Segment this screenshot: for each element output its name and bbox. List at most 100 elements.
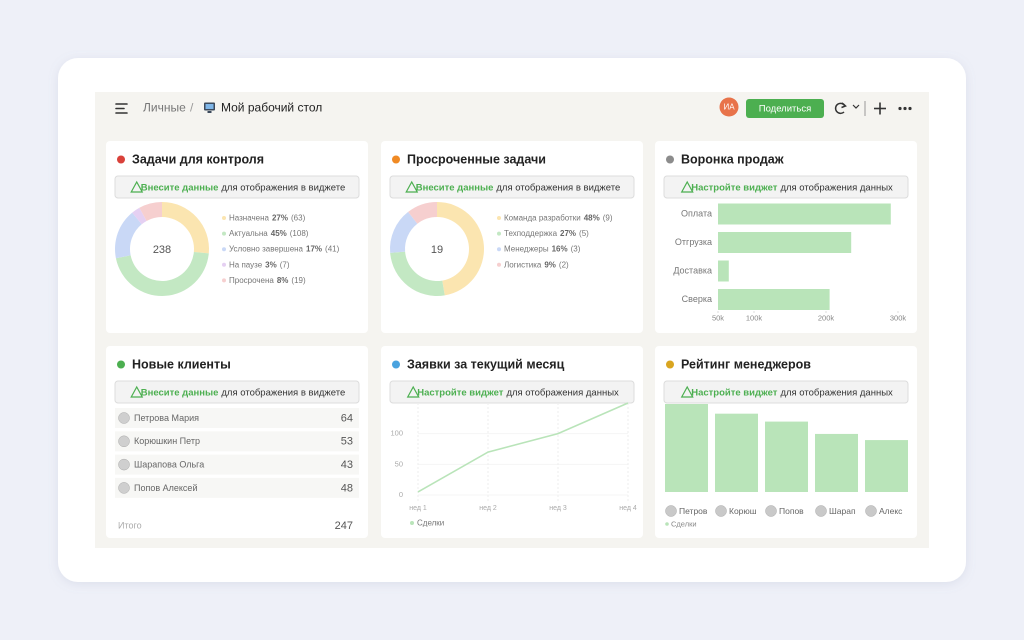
page-title: Мой рабочий стол bbox=[221, 101, 322, 115]
bar bbox=[718, 232, 852, 253]
x-tick-label: Петров bbox=[679, 506, 708, 516]
warning-icon bbox=[130, 180, 144, 193]
donut-slice bbox=[390, 251, 445, 296]
bar bbox=[865, 440, 908, 492]
refresh-icon[interactable] bbox=[834, 102, 847, 115]
category-label: Оплата bbox=[681, 208, 712, 218]
breadcrumb-separator: / bbox=[190, 101, 194, 115]
widget-icon bbox=[117, 155, 125, 164]
menu-icon[interactable] bbox=[115, 103, 128, 114]
bar bbox=[718, 289, 830, 310]
notice-box bbox=[114, 175, 360, 199]
legend-name: Менеджеры bbox=[504, 245, 549, 254]
widget: Задачи для контроля Внесите данные для ото… bbox=[114, 152, 360, 296]
legend-name: Назначена bbox=[229, 214, 270, 223]
avatar[interactable] bbox=[719, 97, 739, 117]
legend-percent: 17% bbox=[306, 245, 322, 254]
legend-dot bbox=[222, 278, 226, 283]
client-value: 64 bbox=[341, 412, 353, 424]
notice-link[interactable]: Внесите данные bbox=[416, 182, 494, 193]
dropdown-chevron[interactable] bbox=[852, 104, 860, 109]
legend-dot bbox=[665, 522, 669, 526]
widget: Новые клиенты Внесите данные для отображен… bbox=[114, 357, 360, 532]
x-tick-label: нед 1 bbox=[409, 505, 427, 512]
client-name: Шарапова Ольга bbox=[134, 459, 204, 469]
legend-entry: Просрочена 8% (19) bbox=[229, 276, 306, 285]
legend-name: Техподдержка bbox=[504, 229, 558, 238]
y-tick-label: 50 bbox=[395, 459, 403, 468]
notice-message: для отображения в виджете bbox=[221, 387, 345, 398]
legend-name: Команда разработки bbox=[504, 214, 581, 223]
bar bbox=[765, 421, 808, 492]
legend-dot bbox=[222, 247, 226, 252]
category-label: Отгрузка bbox=[675, 237, 712, 247]
x-tick-label: Шарап bbox=[829, 506, 856, 516]
client-avatar bbox=[118, 482, 130, 494]
y-tick-label: 100 bbox=[390, 429, 403, 438]
share-button[interactable] bbox=[746, 99, 824, 118]
table-row bbox=[115, 477, 359, 498]
total-value: 247 bbox=[335, 520, 353, 532]
notice-message: для отображения в виджете bbox=[496, 182, 620, 193]
legend-percent: 27% bbox=[560, 229, 576, 238]
legend-dot bbox=[497, 247, 501, 252]
more-icon[interactable] bbox=[898, 106, 912, 111]
warning-icon bbox=[680, 180, 694, 193]
legend-dot bbox=[497, 231, 501, 236]
widget: Заявки за текущий месяц Настройте виджет д… bbox=[389, 357, 637, 528]
donut-slice bbox=[162, 202, 209, 254]
legend-name: Логистика bbox=[504, 260, 542, 269]
widget-title: Просроченные задачи bbox=[407, 152, 546, 166]
legend-label: Сделки bbox=[671, 519, 697, 528]
notice-text: Внесите данные для отображения в виджете bbox=[141, 182, 346, 193]
bar bbox=[718, 203, 891, 225]
legend-percent: 8% bbox=[277, 276, 289, 285]
widget: Просроченные задачи Внесите данные для ото… bbox=[389, 152, 635, 296]
manager-avatar bbox=[665, 505, 677, 517]
widget-title: Задачи для контроля bbox=[132, 152, 264, 166]
manager-avatar bbox=[865, 505, 877, 517]
legend-count: (5) bbox=[579, 229, 589, 238]
warning-icon bbox=[405, 180, 419, 193]
notice-link[interactable]: Настройте виджет bbox=[691, 387, 778, 398]
avatar-initials: ИА bbox=[723, 103, 735, 112]
legend-percent: 16% bbox=[552, 245, 568, 254]
notice-link[interactable]: Настройте виджет bbox=[417, 387, 504, 398]
donut-slice bbox=[115, 212, 142, 259]
legend-name: Условно завершена bbox=[229, 245, 304, 254]
notice-message: для отображения данных bbox=[506, 387, 619, 398]
legend-dot bbox=[222, 231, 226, 236]
legend-entry: Условно завершена 17% (41) bbox=[229, 245, 340, 254]
notice-box bbox=[389, 175, 635, 199]
y-tick-label: 0 bbox=[399, 490, 403, 499]
donut-slice bbox=[390, 211, 418, 253]
notice-link[interactable]: Внесите данные bbox=[141, 387, 219, 398]
x-tick-label: нед 2 bbox=[479, 505, 497, 512]
legend-count: (19) bbox=[291, 276, 306, 285]
client-avatar bbox=[118, 412, 130, 424]
donut-total: 19 bbox=[431, 244, 443, 256]
monitor-icon bbox=[204, 102, 215, 113]
notice-text: Настройте виджет для отображения данных bbox=[417, 387, 619, 398]
legend-entry: Назначена 27% (63) bbox=[229, 214, 306, 223]
legend-entry: Логистика 9% (2) bbox=[504, 260, 569, 269]
add-icon[interactable] bbox=[874, 102, 886, 115]
notice-text: Настройте виджет для отображения данных bbox=[691, 182, 893, 193]
donut-slice bbox=[408, 202, 437, 224]
legend-count: (108) bbox=[290, 229, 309, 238]
donut-slice bbox=[139, 202, 162, 221]
notice-text: Настройте виджет для отображения данных bbox=[691, 387, 893, 398]
legend-name: Актуальна bbox=[229, 229, 268, 238]
legend-dot bbox=[497, 216, 501, 220]
donut-slice bbox=[115, 251, 209, 296]
client-name: Попов Алексей bbox=[134, 483, 197, 493]
widget-title: Новые клиенты bbox=[132, 357, 231, 371]
client-name: Корюшкин Петр bbox=[134, 436, 200, 446]
notice-link[interactable]: Настройте виджет bbox=[691, 182, 778, 193]
notice-link[interactable]: Внесите данные bbox=[141, 182, 219, 193]
breadcrumb[interactable]: Личные bbox=[143, 101, 186, 115]
legend-percent: 9% bbox=[544, 260, 556, 269]
legend-name: На паузе bbox=[229, 260, 263, 269]
